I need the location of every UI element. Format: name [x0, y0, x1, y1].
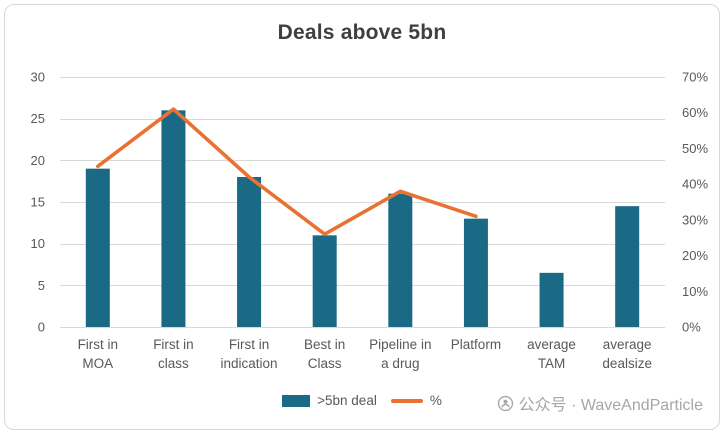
bar: [463, 218, 488, 327]
category-label: a drug: [381, 356, 419, 371]
left-axis-tick: 0: [38, 320, 45, 335]
chart-svg: 0 5 10 15 20 25 30 0% 10% 20% 30% 40% 50% 60% 70% First…: [31, 70, 709, 372]
category-label: Platform: [451, 337, 501, 352]
category-label: Class: [308, 356, 342, 371]
bar: [312, 235, 337, 327]
bar: [161, 110, 186, 327]
left-axis-tick: 25: [31, 111, 45, 126]
category-label: Pipeline in: [369, 337, 431, 352]
category-label: First in: [153, 337, 194, 352]
right-axis-tick: 60%: [682, 105, 708, 120]
category-label: average: [603, 337, 652, 352]
category-label: average: [527, 337, 576, 352]
legend-bar-label: >5bn deal: [317, 393, 377, 408]
gridlines: [60, 77, 665, 328]
category-label: class: [158, 356, 189, 371]
left-axis-tick: 20: [31, 153, 45, 168]
left-axis-tick: 10: [31, 236, 45, 251]
line-series-swatch: [390, 398, 423, 403]
category-label: MOA: [82, 356, 113, 371]
bar: [539, 272, 564, 327]
bar-series-swatch: [282, 394, 311, 407]
bar: [388, 193, 413, 327]
left-axis-tick: 30: [31, 70, 45, 85]
bar: [615, 206, 640, 327]
legend-item-line: %: [390, 393, 442, 408]
right-axis-tick: 40%: [682, 177, 708, 192]
right-axis-tick: 50%: [682, 141, 708, 156]
line-series: [96, 107, 478, 236]
watermark-text: 公众号 · WaveAndParticle: [518, 397, 703, 414]
category-label: Best in: [304, 337, 345, 352]
right-axis-tick: 20%: [682, 248, 708, 263]
category-label: First in: [78, 337, 119, 352]
right-axis-tick: 0%: [682, 320, 701, 335]
watermark: 公众号 · WaveAndParticle: [497, 391, 703, 415]
category-label: TAM: [538, 356, 566, 371]
legend-item-bar: >5bn deal: [282, 393, 377, 408]
right-axis-tick: 30%: [682, 212, 708, 227]
bar: [237, 177, 262, 327]
right-axis-tick: 10%: [682, 284, 708, 299]
chart-legend: >5bn deal %: [5, 393, 719, 408]
bar-series: [85, 110, 640, 327]
chart-card: Deals above 5bn 0 5 10 15 20 25 30 0% 10% 20% 30% 4…: [4, 4, 720, 430]
left-axis-tick: 15: [31, 195, 45, 210]
bar: [85, 168, 110, 327]
wechat-official-account-icon: [497, 395, 513, 411]
category-label: dealsize: [602, 356, 652, 371]
chart-title: Deals above 5bn: [277, 21, 447, 44]
right-axis-tick: 70%: [682, 70, 708, 85]
category-label: indication: [221, 356, 278, 371]
left-axis-tick: 5: [38, 278, 45, 293]
legend-line-label: %: [429, 393, 442, 408]
category-label: First in: [229, 337, 270, 352]
